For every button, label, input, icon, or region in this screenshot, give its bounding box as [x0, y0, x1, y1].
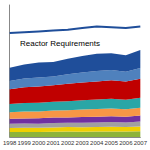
svg-text:1998: 1998: [3, 140, 17, 146]
svg-text:1999: 1999: [18, 140, 32, 146]
svg-text:2007: 2007: [134, 140, 148, 146]
svg-text:2001: 2001: [47, 140, 61, 146]
svg-text:Reactor Requirements: Reactor Requirements: [20, 39, 100, 48]
svg-text:2002: 2002: [61, 140, 75, 146]
svg-text:2005: 2005: [105, 140, 119, 146]
svg-text:2000: 2000: [32, 140, 46, 146]
svg-text:2003: 2003: [76, 140, 90, 146]
svg-text:2006: 2006: [119, 140, 133, 146]
svg-text:2004: 2004: [90, 140, 104, 146]
